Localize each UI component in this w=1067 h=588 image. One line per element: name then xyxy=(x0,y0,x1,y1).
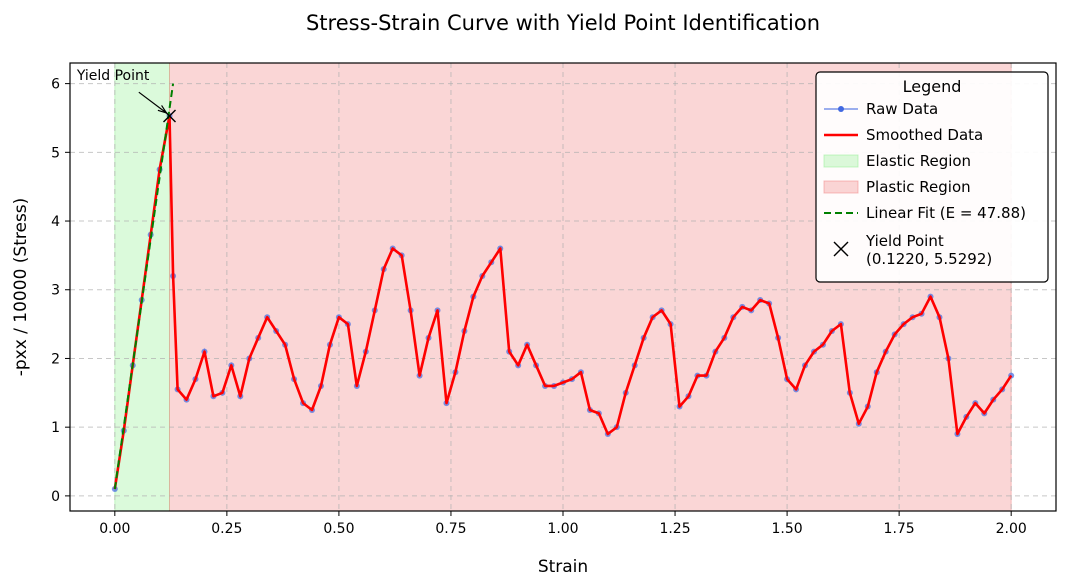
legend-title: Legend xyxy=(903,77,962,96)
legend-label-yield-point-coords: (0.1220, 5.5292) xyxy=(866,250,992,268)
legend-label-yield-point: Yield Point xyxy=(865,232,944,250)
y-tick-label-0: 0 xyxy=(51,489,60,505)
smoothed-data-line xyxy=(113,114,1013,490)
yield-point-marker xyxy=(163,109,176,123)
y-tick-label-2: 2 xyxy=(51,351,60,367)
y-tick-label-6: 6 xyxy=(51,77,60,93)
x-tick-label-3: 0.75 xyxy=(435,521,466,537)
yield-point-annotation: Yield Point xyxy=(76,68,150,84)
x-tick-label-2: 0.50 xyxy=(323,521,354,537)
legend-swatch-yield-point xyxy=(833,241,849,257)
series-layer xyxy=(111,83,1015,493)
x-ticks: 0.00 0.25 0.50 0.75 1.00 1.25 1.50 1.75 2.00 xyxy=(99,511,1027,537)
chart-title: Stress-Strain Curve with Yield Point Ide… xyxy=(306,11,820,35)
y-tick-label-3: 3 xyxy=(51,283,60,299)
x-tick-label-8: 2.00 xyxy=(996,521,1027,537)
x-tick-label-4: 1.00 xyxy=(547,521,578,537)
legend-label-elastic-region: Elastic Region xyxy=(866,152,971,170)
y-axis-label: -pxx / 10000 (Stress) xyxy=(11,198,31,377)
y-tick-label-4: 4 xyxy=(51,214,60,230)
x-axis-label: Strain xyxy=(538,557,588,577)
legend-label-linear-fit: Linear Fit (E = 47.88) xyxy=(866,204,1026,222)
legend-box xyxy=(815,71,1049,283)
x-tick-label-6: 1.50 xyxy=(772,521,803,537)
yield-layer: Yield Point xyxy=(76,68,176,123)
legend-swatch-elastic-region xyxy=(823,154,859,168)
legend-label-plastic-region: Plastic Region xyxy=(866,178,971,196)
linear-fit-line xyxy=(113,83,175,490)
legend: Legend Raw Data Smoothed Data Elastic Regio… xyxy=(815,71,1049,283)
legend-swatch-raw-data-marker xyxy=(838,106,844,112)
yield-annotation-arrowhead xyxy=(157,105,168,115)
x-tick-label-7: 1.75 xyxy=(884,521,915,537)
y-tick-label-1: 1 xyxy=(51,420,60,436)
legend-label-raw-data: Raw Data xyxy=(866,100,938,118)
legend-swatch-plastic-region xyxy=(823,180,859,194)
x-tick-label-1: 0.25 xyxy=(211,521,242,537)
x-tick-label-0: 0.00 xyxy=(99,521,130,537)
legend-label-smoothed-data: Smoothed Data xyxy=(866,126,983,144)
y-tick-label-5: 5 xyxy=(51,145,60,161)
yield-annotation-arrow xyxy=(138,91,167,114)
y-ticks: 0 1 2 3 4 5 6 xyxy=(51,77,70,505)
x-tick-label-5: 1.25 xyxy=(659,521,690,537)
